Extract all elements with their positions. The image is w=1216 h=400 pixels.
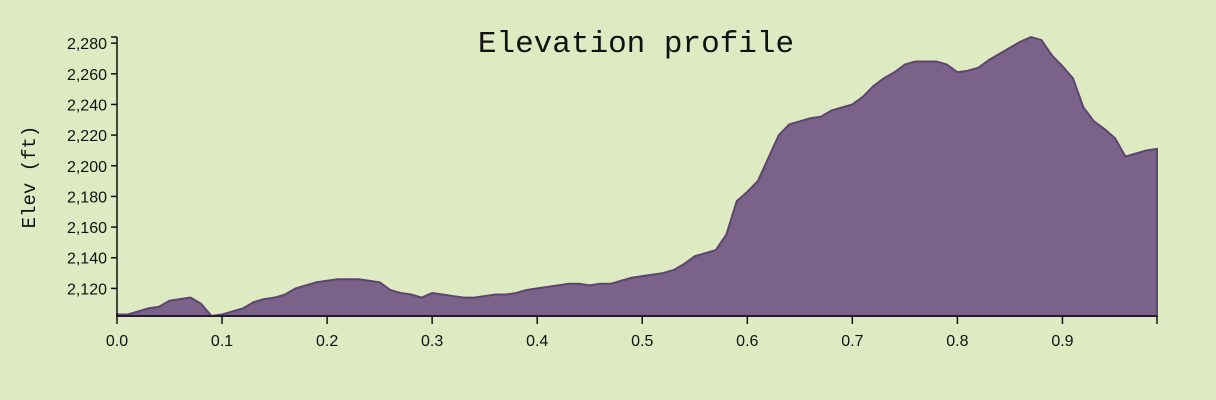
axes-layer [111, 36, 1158, 324]
y-tick-label: 2,120 [67, 281, 107, 298]
y-tick-label: 2,220 [67, 128, 107, 145]
x-tick-label: 0.6 [736, 333, 758, 350]
y-tick-label: 2,200 [67, 159, 107, 176]
x-tick-label: 0.4 [526, 333, 548, 350]
y-tick-label: 2,140 [67, 251, 107, 268]
chart-title: Elevation profile [478, 27, 794, 62]
area-layer [116, 35, 1158, 318]
y-axis-ticks: 2,120 2,140 2,160 2,180 2,200 2,220 2,240 2,260… [67, 36, 117, 298]
y-tick-label: 2,260 [67, 67, 107, 84]
x-tick-label: 0.0 [106, 333, 128, 350]
y-tick-label: 2,160 [67, 220, 107, 237]
x-tick-label: 0.3 [421, 333, 443, 350]
x-axis-ticks: 0.0 0.1 0.2 0.3 0.4 0.5 0.6 0.7 0.8 0.9 [106, 316, 1074, 350]
x-tick-label: 0.2 [316, 333, 338, 350]
x-tick-label: 0.5 [631, 333, 653, 350]
elevation-area [116, 35, 1158, 318]
x-tick-label: 0.1 [211, 333, 233, 350]
x-tick-label: 0.8 [946, 333, 968, 350]
y-tick-label: 2,180 [67, 189, 107, 206]
y-axis-label: Elev (ft) [19, 126, 41, 229]
y-tick-label: 2,280 [67, 36, 107, 53]
x-tick-label: 0.7 [841, 333, 863, 350]
x-tick-label: 0.9 [1051, 333, 1073, 350]
y-tick-label: 2,240 [67, 97, 107, 114]
